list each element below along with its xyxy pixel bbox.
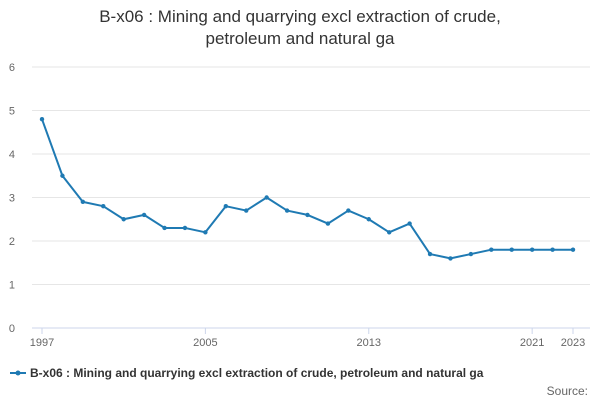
data-point[interactable] <box>121 217 126 222</box>
data-point[interactable] <box>509 247 514 252</box>
data-point[interactable] <box>386 230 392 235</box>
data-point[interactable] <box>550 247 555 252</box>
data-point[interactable] <box>244 208 249 213</box>
y-tick-label: 5 <box>9 106 15 118</box>
data-point[interactable] <box>284 208 290 213</box>
data-point[interactable] <box>305 212 310 218</box>
data-point[interactable] <box>427 251 433 257</box>
data-point[interactable] <box>60 173 65 178</box>
legend[interactable]: B-x06 : Mining and quarrying excl extrac… <box>10 366 483 380</box>
data-point[interactable] <box>182 225 188 231</box>
data-point[interactable] <box>570 247 576 252</box>
y-tick-label: 1 <box>9 280 15 292</box>
data-point[interactable] <box>223 204 229 209</box>
series-layer <box>39 117 576 261</box>
data-point[interactable] <box>141 212 147 218</box>
y-tick-label: 6 <box>9 62 15 74</box>
data-point[interactable] <box>529 247 535 252</box>
data-point[interactable] <box>366 217 371 222</box>
x-tick-label: 2013 <box>357 337 381 349</box>
data-point[interactable] <box>101 204 106 209</box>
x-tick-label: 2005 <box>193 337 217 349</box>
data-point[interactable] <box>448 256 453 261</box>
series-line <box>41 118 574 260</box>
data-point[interactable] <box>407 221 412 226</box>
x-tick-label: 2023 <box>561 337 585 349</box>
y-axis-tick-labels: 0 1 2 3 4 5 6 <box>9 62 15 335</box>
data-point[interactable] <box>489 247 494 252</box>
data-point[interactable] <box>162 225 167 231</box>
y-tick-label: 3 <box>9 193 15 205</box>
x-tick-label: 2021 <box>520 337 544 349</box>
data-point[interactable] <box>468 251 474 257</box>
chart-title-line-1: B-x06 : Mining and quarrying excl extrac… <box>99 7 501 26</box>
grid-lines <box>32 66 590 285</box>
chart-title-line-2: petroleum and natural ga <box>205 29 395 48</box>
legend-label[interactable]: B-x06 : Mining and quarrying excl extrac… <box>30 366 484 380</box>
x-axis-tick-labels: 1997 2005 2013 2021 2023 <box>30 328 585 349</box>
data-point[interactable] <box>39 117 45 122</box>
x-tick-label: 1997 <box>30 337 54 349</box>
y-tick-label: 0 <box>9 323 15 335</box>
data-point[interactable] <box>346 208 351 213</box>
data-point[interactable] <box>80 199 86 205</box>
legend-line-marker-icon <box>10 370 26 376</box>
data-point[interactable] <box>264 195 269 200</box>
data-point[interactable] <box>325 221 331 226</box>
data-point[interactable] <box>203 230 208 235</box>
source-label: Source: <box>546 384 588 398</box>
y-tick-label: 2 <box>9 236 15 248</box>
chart-title: B-x06 : Mining and quarrying excl extrac… <box>0 6 600 50</box>
y-tick-label: 4 <box>9 149 15 161</box>
